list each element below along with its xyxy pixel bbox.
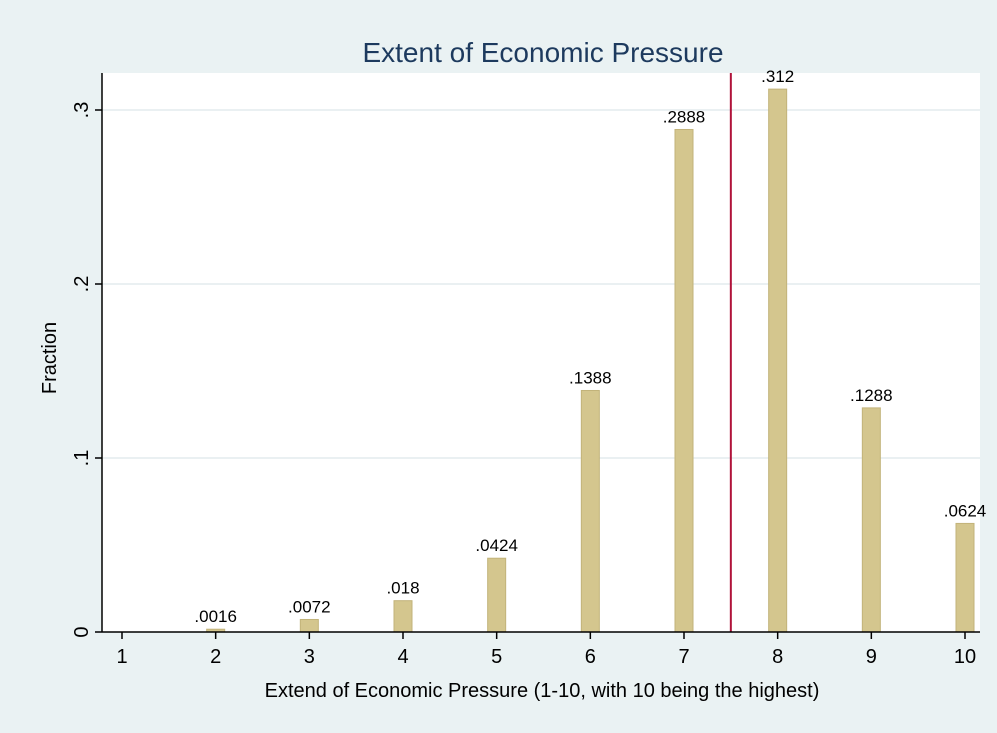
chart-title: Extent of Economic Pressure [362, 37, 723, 68]
x-tick-label: 1 [116, 646, 127, 668]
y-tick-label: .3 [71, 102, 93, 119]
y-tick-label: .1 [71, 450, 93, 467]
bar-value-label: .1388 [569, 368, 612, 387]
gridlines [102, 109, 980, 459]
bar-value-label: .1288 [850, 386, 893, 405]
y-tick-label: .2 [71, 276, 93, 293]
bar-value-label: .2888 [663, 107, 706, 126]
x-tick-label: 2 [210, 646, 221, 668]
x-ticks: 1 2 3 4 5 6 7 8 9 10 [116, 632, 976, 668]
x-tick-label: 7 [678, 646, 689, 668]
x-tick-label: 10 [954, 646, 976, 668]
bar-value-label: .312 [761, 67, 794, 86]
bar [580, 389, 600, 633]
bar [674, 128, 694, 633]
bar [299, 618, 319, 633]
bar-value-label: .0624 [944, 501, 987, 520]
bar [768, 88, 788, 633]
bar-value-label: .0016 [194, 607, 237, 626]
x-tick-label: 9 [866, 646, 877, 668]
y-ticks: 0 .1 .2 .3 [71, 102, 102, 638]
bar-value-label: .0424 [475, 536, 518, 555]
bar [955, 522, 975, 633]
y-axis-title: Fraction [39, 322, 61, 394]
value-labels: .0016 .0072 .018 .0424 .1388 .2888 .312 .1288 .0… [194, 67, 986, 626]
bar-value-label: .0072 [288, 597, 331, 616]
bar [487, 557, 507, 633]
x-tick-label: 5 [491, 646, 502, 668]
x-tick-label: 3 [304, 646, 315, 668]
x-tick-label: 4 [397, 646, 408, 668]
x-axis-title: Extend of Economic Pressure (1-10, with … [265, 680, 820, 702]
x-tick-label: 6 [585, 646, 596, 668]
bar-value-label: .018 [386, 579, 419, 598]
bar [393, 600, 413, 633]
axes [101, 73, 980, 633]
bars [206, 88, 975, 633]
x-tick-label: 8 [772, 646, 783, 668]
y-tick-label: 0 [71, 626, 93, 637]
plot-area [102, 73, 980, 632]
bar [861, 407, 881, 633]
